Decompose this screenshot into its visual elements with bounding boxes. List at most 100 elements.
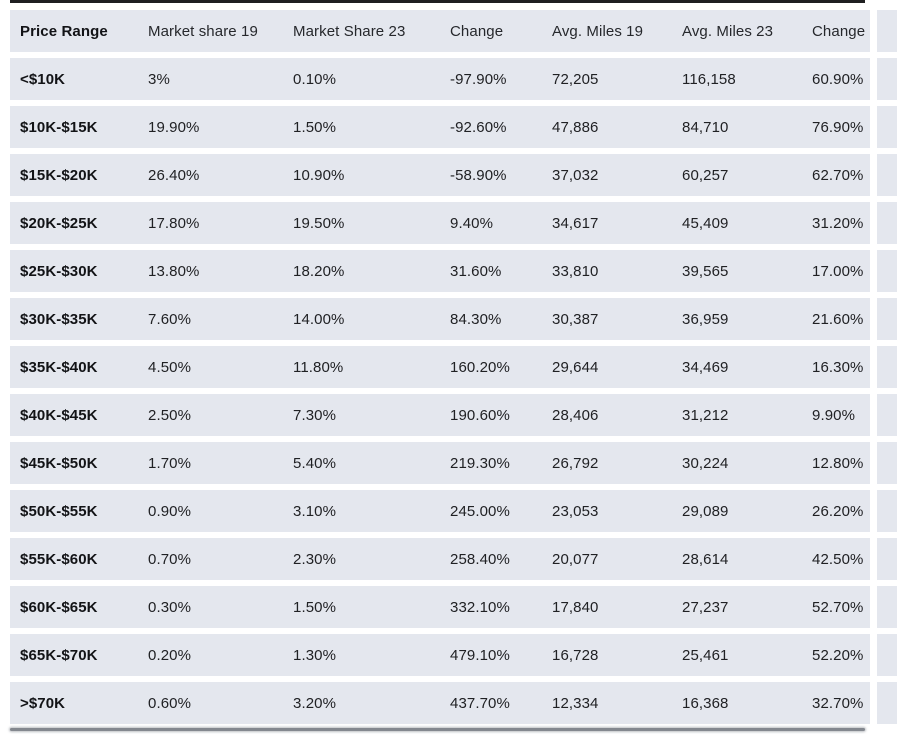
table-cell: 332.10% [450,598,510,616]
table-cell: 4.50% [148,358,192,376]
table-cell: 18.20% [293,262,345,280]
table-cell: 72,205 [552,70,599,88]
table-cell: 13.80% [148,262,200,280]
table-cell: 0.30% [148,598,192,616]
cutoff-cell [877,106,897,148]
table-row: $20K-$25K 17.80% 19.50% 9.40% 34,617 45,409 31… [10,202,870,244]
table-cell: >$70K [20,694,66,712]
table-cell: 23,053 [552,502,599,520]
table-cell: 32.70% [812,694,864,712]
table-header-row: Price Range Market share 19 Market Share 2… [10,10,870,52]
table-cell: 31,212 [682,406,729,424]
table-cell: 62.70% [812,166,864,184]
table-cell: 19.50% [293,214,345,232]
column-header: Change [450,22,504,40]
table-cell: 479.10% [450,646,510,664]
table-cell: 11.80% [293,358,344,376]
column-header: Change [812,22,866,40]
table-cell: $65K-$70K [20,646,98,664]
table-cell: 17.00% [812,262,864,280]
table-row: $25K-$30K 13.80% 18.20% 31.60% 33,810 39,565 1… [10,250,870,292]
cutoff-column-strip [877,10,897,724]
table-cell: 3.10% [293,502,337,520]
table-cell: 45,409 [682,214,729,232]
table-cell: $60K-$65K [20,598,98,616]
cutoff-cell [877,154,897,196]
table-cell: 25,461 [682,646,729,664]
table-cell: $50K-$55K [20,502,98,520]
cutoff-cell [877,10,897,52]
table-cell: 26.20% [812,502,864,520]
table-cell: 5.40% [293,454,337,472]
table-cell: 28,406 [552,406,599,424]
table-cell: $15K-$20K [20,166,98,184]
table-cell: 17,840 [552,598,599,616]
table-cell: 7.60% [148,310,192,328]
table-cell: 14.00% [293,310,345,328]
table-cell: 258.40% [450,550,510,568]
cutoff-cell [877,250,897,292]
table-cell: 1.50% [293,118,337,136]
table-cell: 36,959 [682,310,729,328]
table-cell: 31.60% [450,262,502,280]
table-cell: 0.60% [148,694,192,712]
table-cell: $25K-$30K [20,262,98,280]
table-cell: 29,089 [682,502,729,520]
table-cell: 9.90% [812,406,856,424]
table-cell: 3.20% [293,694,337,712]
table-cell: 219.30% [450,454,510,472]
table-cell: 60.90% [812,70,864,88]
table-cell: $10K-$15K [20,118,98,136]
table-cell: $55K-$60K [20,550,98,568]
table-cell: 84.30% [450,310,502,328]
table-cell: 1.30% [293,646,337,664]
table-cell: <$10K [20,70,66,88]
table-row: $65K-$70K 0.20% 1.30% 479.10% 16,728 25,461 52… [10,634,870,676]
table-cell: 3% [148,70,170,88]
table-cell: 1.70% [148,454,192,472]
table-row: $15K-$20K 26.40% 10.90% -58.90% 37,032 60,257… [10,154,870,196]
table-cell: 33,810 [552,262,599,280]
table-cell: $40K-$45K [20,406,98,424]
table-cell: 16,728 [552,646,599,664]
cutoff-cell [877,538,897,580]
table-cell: 12.80% [812,454,864,472]
table-cell: 47,886 [552,118,599,136]
table-cell: -97.90% [450,70,507,88]
cutoff-cell [877,586,897,628]
column-header: Price Range [20,22,108,40]
table-cell: 52.70% [812,598,864,616]
table-cell: 0.90% [148,502,192,520]
table-cell: 30,224 [682,454,729,472]
table-cell: 34,617 [552,214,599,232]
table-bottom-rule [10,728,865,731]
cutoff-cell [877,58,897,100]
column-header: Avg. Miles 19 [552,22,644,40]
table-cell: 12,334 [552,694,599,712]
table-row: $35K-$40K 4.50% 11.80% 160.20% 29,644 34,469 1… [10,346,870,388]
table-cell: $35K-$40K [20,358,98,376]
table-cell: 60,257 [682,166,729,184]
table-row: $60K-$65K 0.30% 1.50% 332.10% 17,840 27,237 52… [10,586,870,628]
cutoff-cell [877,346,897,388]
column-header: Avg. Miles 23 [682,22,774,40]
table-cell: 28,614 [682,550,729,568]
table-cell: $45K-$50K [20,454,98,472]
table-cell: 34,469 [682,358,729,376]
cutoff-cell [877,634,897,676]
table-row: $50K-$55K 0.90% 3.10% 245.00% 23,053 29,089 26… [10,490,870,532]
table-cell: 26.40% [148,166,200,184]
table-row: $55K-$60K 0.70% 2.30% 258.40% 20,077 28,614 42… [10,538,870,580]
table-cell: 42.50% [812,550,864,568]
table-cell: 437.70% [450,694,510,712]
table-cell: 190.60% [450,406,510,424]
table-cell: 16,368 [682,694,729,712]
table-cell: 19.90% [148,118,200,136]
cutoff-cell [877,682,897,724]
table-cell: 245.00% [450,502,510,520]
table-top-rule [10,0,865,3]
cutoff-cell [877,298,897,340]
table-cell: -92.60% [450,118,507,136]
table-cell: 0.70% [148,550,192,568]
